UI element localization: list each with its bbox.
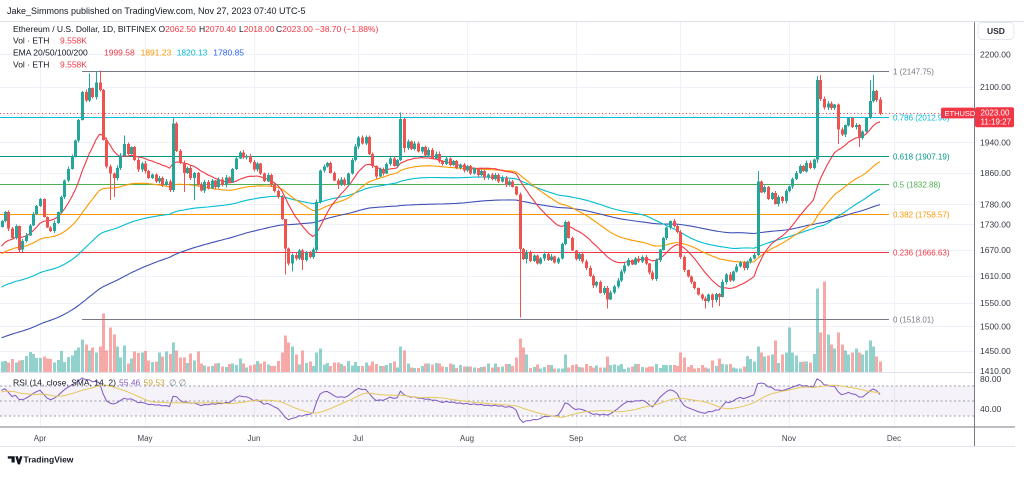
svg-text:0.382 (1758.57): 0.382 (1758.57) xyxy=(893,211,950,220)
svg-text:1891.23: 1891.23 xyxy=(141,48,172,58)
svg-text:L2018.00: L2018.00 xyxy=(239,24,275,34)
svg-text:Ethereum / U.S. Dollar, 1D, BI: Ethereum / U.S. Dollar, 1D, BITFINEX xyxy=(13,24,156,34)
svg-text:1 (2147.75): 1 (2147.75) xyxy=(893,68,934,77)
svg-text:40.00: 40.00 xyxy=(980,404,1002,414)
svg-text:Vol · ETH: Vol · ETH xyxy=(13,59,49,69)
svg-text:1730.00: 1730.00 xyxy=(980,220,1011,230)
svg-text:0.5 (1832.88): 0.5 (1832.88) xyxy=(893,181,941,190)
svg-text:USD: USD xyxy=(987,26,1005,36)
svg-text:1500.00: 1500.00 xyxy=(980,322,1011,332)
svg-text:1780.85: 1780.85 xyxy=(213,48,244,58)
svg-text:Nov: Nov xyxy=(782,434,796,443)
svg-text:Jun: Jun xyxy=(248,434,261,443)
svg-text:EMA 20/50/100/200: EMA 20/50/100/200 xyxy=(13,48,88,58)
svg-text:1940.00: 1940.00 xyxy=(980,138,1011,148)
svg-text:1780.00: 1780.00 xyxy=(980,199,1011,209)
svg-text:O2062.50: O2062.50 xyxy=(159,24,197,34)
svg-text:1670.00: 1670.00 xyxy=(980,245,1011,255)
svg-text:1860.00: 1860.00 xyxy=(980,168,1011,178)
svg-text:1410.00: 1410.00 xyxy=(980,366,1011,376)
svg-text:59.53: 59.53 xyxy=(144,377,166,387)
svg-text:C2023.00: C2023.00 xyxy=(276,24,313,34)
svg-text:1999.58: 1999.58 xyxy=(104,48,135,58)
svg-text:RSI (14, close, SMA, 14, 2): RSI (14, close, SMA, 14, 2) xyxy=(13,377,116,387)
svg-text:2100.00: 2100.00 xyxy=(980,82,1011,92)
svg-text:∅ ∅: ∅ ∅ xyxy=(169,377,187,387)
svg-text:Sep: Sep xyxy=(569,434,584,443)
svg-text:Jul: Jul xyxy=(353,434,363,443)
svg-text:9.558K: 9.558K xyxy=(60,36,87,46)
svg-text:0.236 (1666.63): 0.236 (1666.63) xyxy=(893,249,950,258)
svg-text:Aug: Aug xyxy=(460,434,474,443)
svg-text:0.618 (1907.19): 0.618 (1907.19) xyxy=(893,153,950,162)
svg-text:Vol · ETH: Vol · ETH xyxy=(13,36,49,46)
svg-text:Jake_Simmons published on Trad: Jake_Simmons published on TradingView.co… xyxy=(7,6,306,16)
svg-text:TradingView: TradingView xyxy=(24,455,74,465)
svg-text:1820.13: 1820.13 xyxy=(177,48,208,58)
svg-text:0 (1518.01): 0 (1518.01) xyxy=(893,316,934,325)
svg-text:Apr: Apr xyxy=(34,434,47,443)
svg-text:0.786 (2012.90): 0.786 (2012.90) xyxy=(893,114,950,123)
svg-text:11:19:27: 11:19:27 xyxy=(981,118,1012,127)
svg-text:2023.00: 2023.00 xyxy=(981,108,1010,117)
svg-text:May: May xyxy=(137,434,152,443)
svg-text:1450.00: 1450.00 xyxy=(980,346,1011,356)
svg-text:1550.00: 1550.00 xyxy=(980,298,1011,308)
svg-text:Dec: Dec xyxy=(887,434,901,443)
svg-text:80.00: 80.00 xyxy=(980,374,1002,384)
svg-text:1610.00: 1610.00 xyxy=(980,271,1011,281)
svg-text:2200.00: 2200.00 xyxy=(980,50,1011,60)
svg-text:Oct: Oct xyxy=(674,434,687,443)
svg-text:9.558K: 9.558K xyxy=(60,59,87,69)
svg-text:55.46: 55.46 xyxy=(119,377,141,387)
svg-text:−38.70 (−1.88%): −38.70 (−1.88%) xyxy=(315,24,378,34)
svg-text:H2070.40: H2070.40 xyxy=(199,24,236,34)
svg-text:ETHUSD: ETHUSD xyxy=(945,109,976,118)
